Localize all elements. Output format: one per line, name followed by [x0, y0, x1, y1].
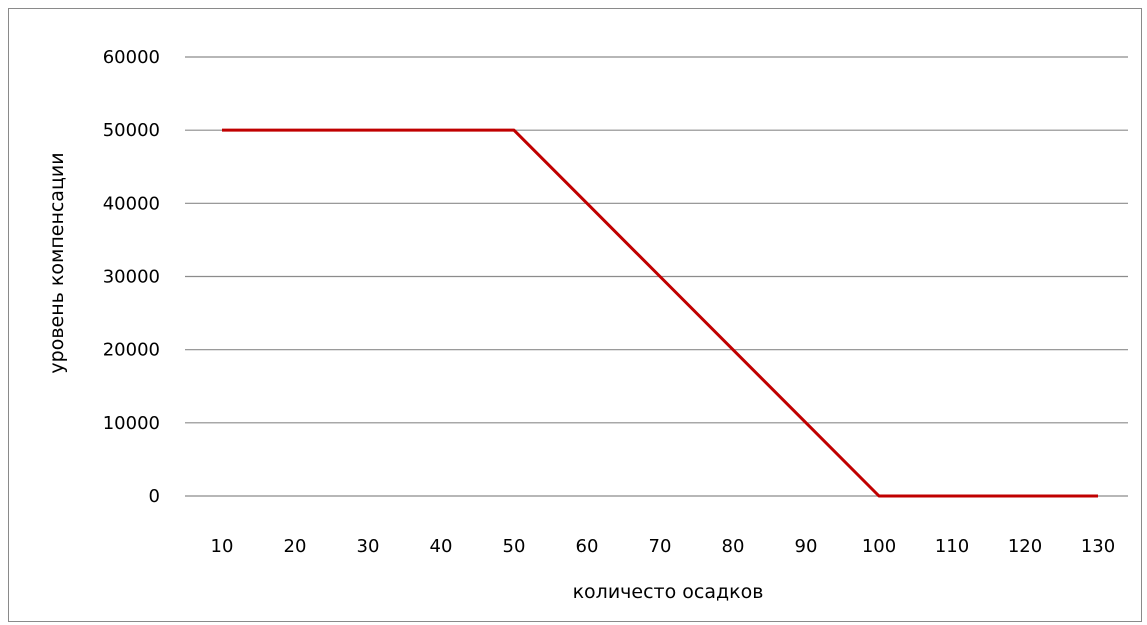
x-tick-label: 20 — [284, 536, 307, 557]
gridlines — [185, 56, 1128, 497]
y-tick-label: 10000 — [103, 413, 160, 434]
x-tick-label: 30 — [357, 536, 380, 557]
x-tick-label: 60 — [576, 536, 599, 557]
series-line — [222, 128, 1098, 498]
y-tick-label: 0 — [149, 486, 160, 507]
y-tick-label: 60000 — [103, 47, 160, 68]
x-tick-label: 70 — [649, 536, 672, 557]
x-tick-label: 100 — [862, 536, 896, 557]
x-tick-label: 120 — [1008, 536, 1042, 557]
series-group — [222, 128, 1098, 498]
y-axis-title: уровень компенсации — [46, 152, 68, 373]
chart-area — [8, 8, 1142, 622]
x-tick-label: 130 — [1081, 536, 1115, 557]
y-tick-label: 50000 — [103, 120, 160, 141]
y-axis-tick-labels: 0 10000 20000 30000 40000 50000 60000 — [103, 47, 160, 507]
y-tick-label: 20000 — [103, 340, 160, 361]
x-tick-label: 110 — [935, 536, 969, 557]
x-tick-label: 10 — [211, 536, 234, 557]
x-tick-label: 40 — [430, 536, 453, 557]
x-tick-label: 80 — [722, 536, 745, 557]
x-tick-label: 90 — [795, 536, 818, 557]
x-axis-tick-labels: 10 20 30 40 50 60 70 80 90 100 110 120 130 — [211, 536, 1116, 557]
y-tick-label: 40000 — [103, 193, 160, 214]
y-tick-label: 30000 — [103, 267, 160, 288]
x-tick-label: 50 — [503, 536, 526, 557]
x-axis-title: количесто осадков — [573, 581, 764, 603]
